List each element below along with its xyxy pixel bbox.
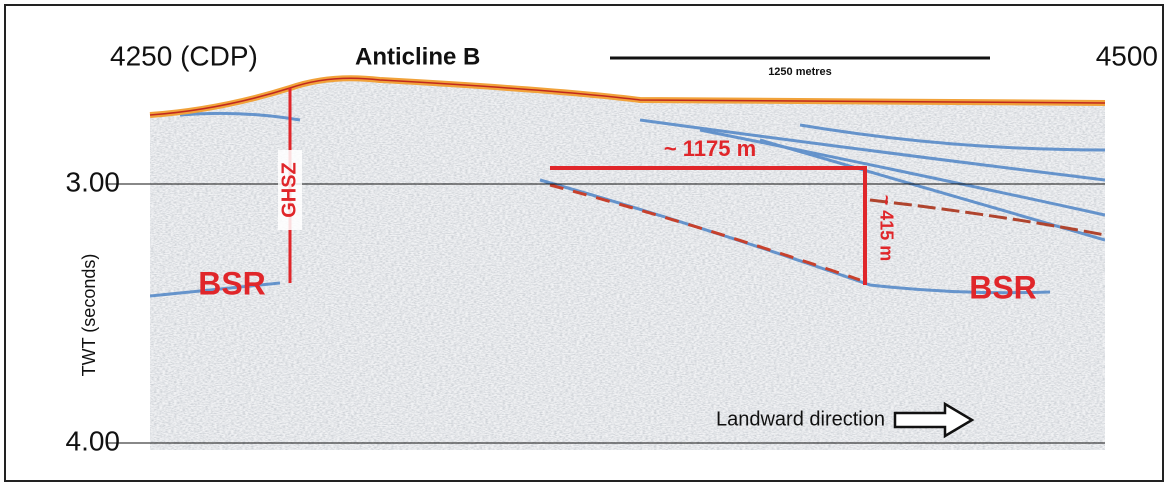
seismic-section: [150, 70, 1105, 450]
direction-label: Landward direction: [716, 408, 885, 430]
bsr-label: BSR: [198, 265, 266, 301]
figure: 4250 (CDP) Anticline B 1250 metres 4500 …: [0, 0, 1168, 487]
cdp-end: 4500: [1096, 40, 1158, 71]
width-label: ~ 1175 m: [664, 136, 756, 161]
axis-label: TWT (seconds): [79, 254, 99, 377]
title: Anticline B: [355, 43, 480, 70]
cdp-start: 4250 (CDP): [110, 40, 258, 71]
y-tick-label: 3.00: [66, 166, 121, 197]
height-label: ~ 415 m: [876, 195, 896, 262]
bsr-label: BSR: [969, 269, 1037, 305]
ghsz-label: GHSZ: [278, 162, 300, 218]
section-noise: [150, 70, 1105, 450]
y-tick-label: 4.00: [66, 425, 121, 456]
scale-label: 1250 metres: [768, 66, 832, 78]
page: {"header": {"cdp_start": "4250 (CDP)", "…: [0, 0, 1168, 487]
